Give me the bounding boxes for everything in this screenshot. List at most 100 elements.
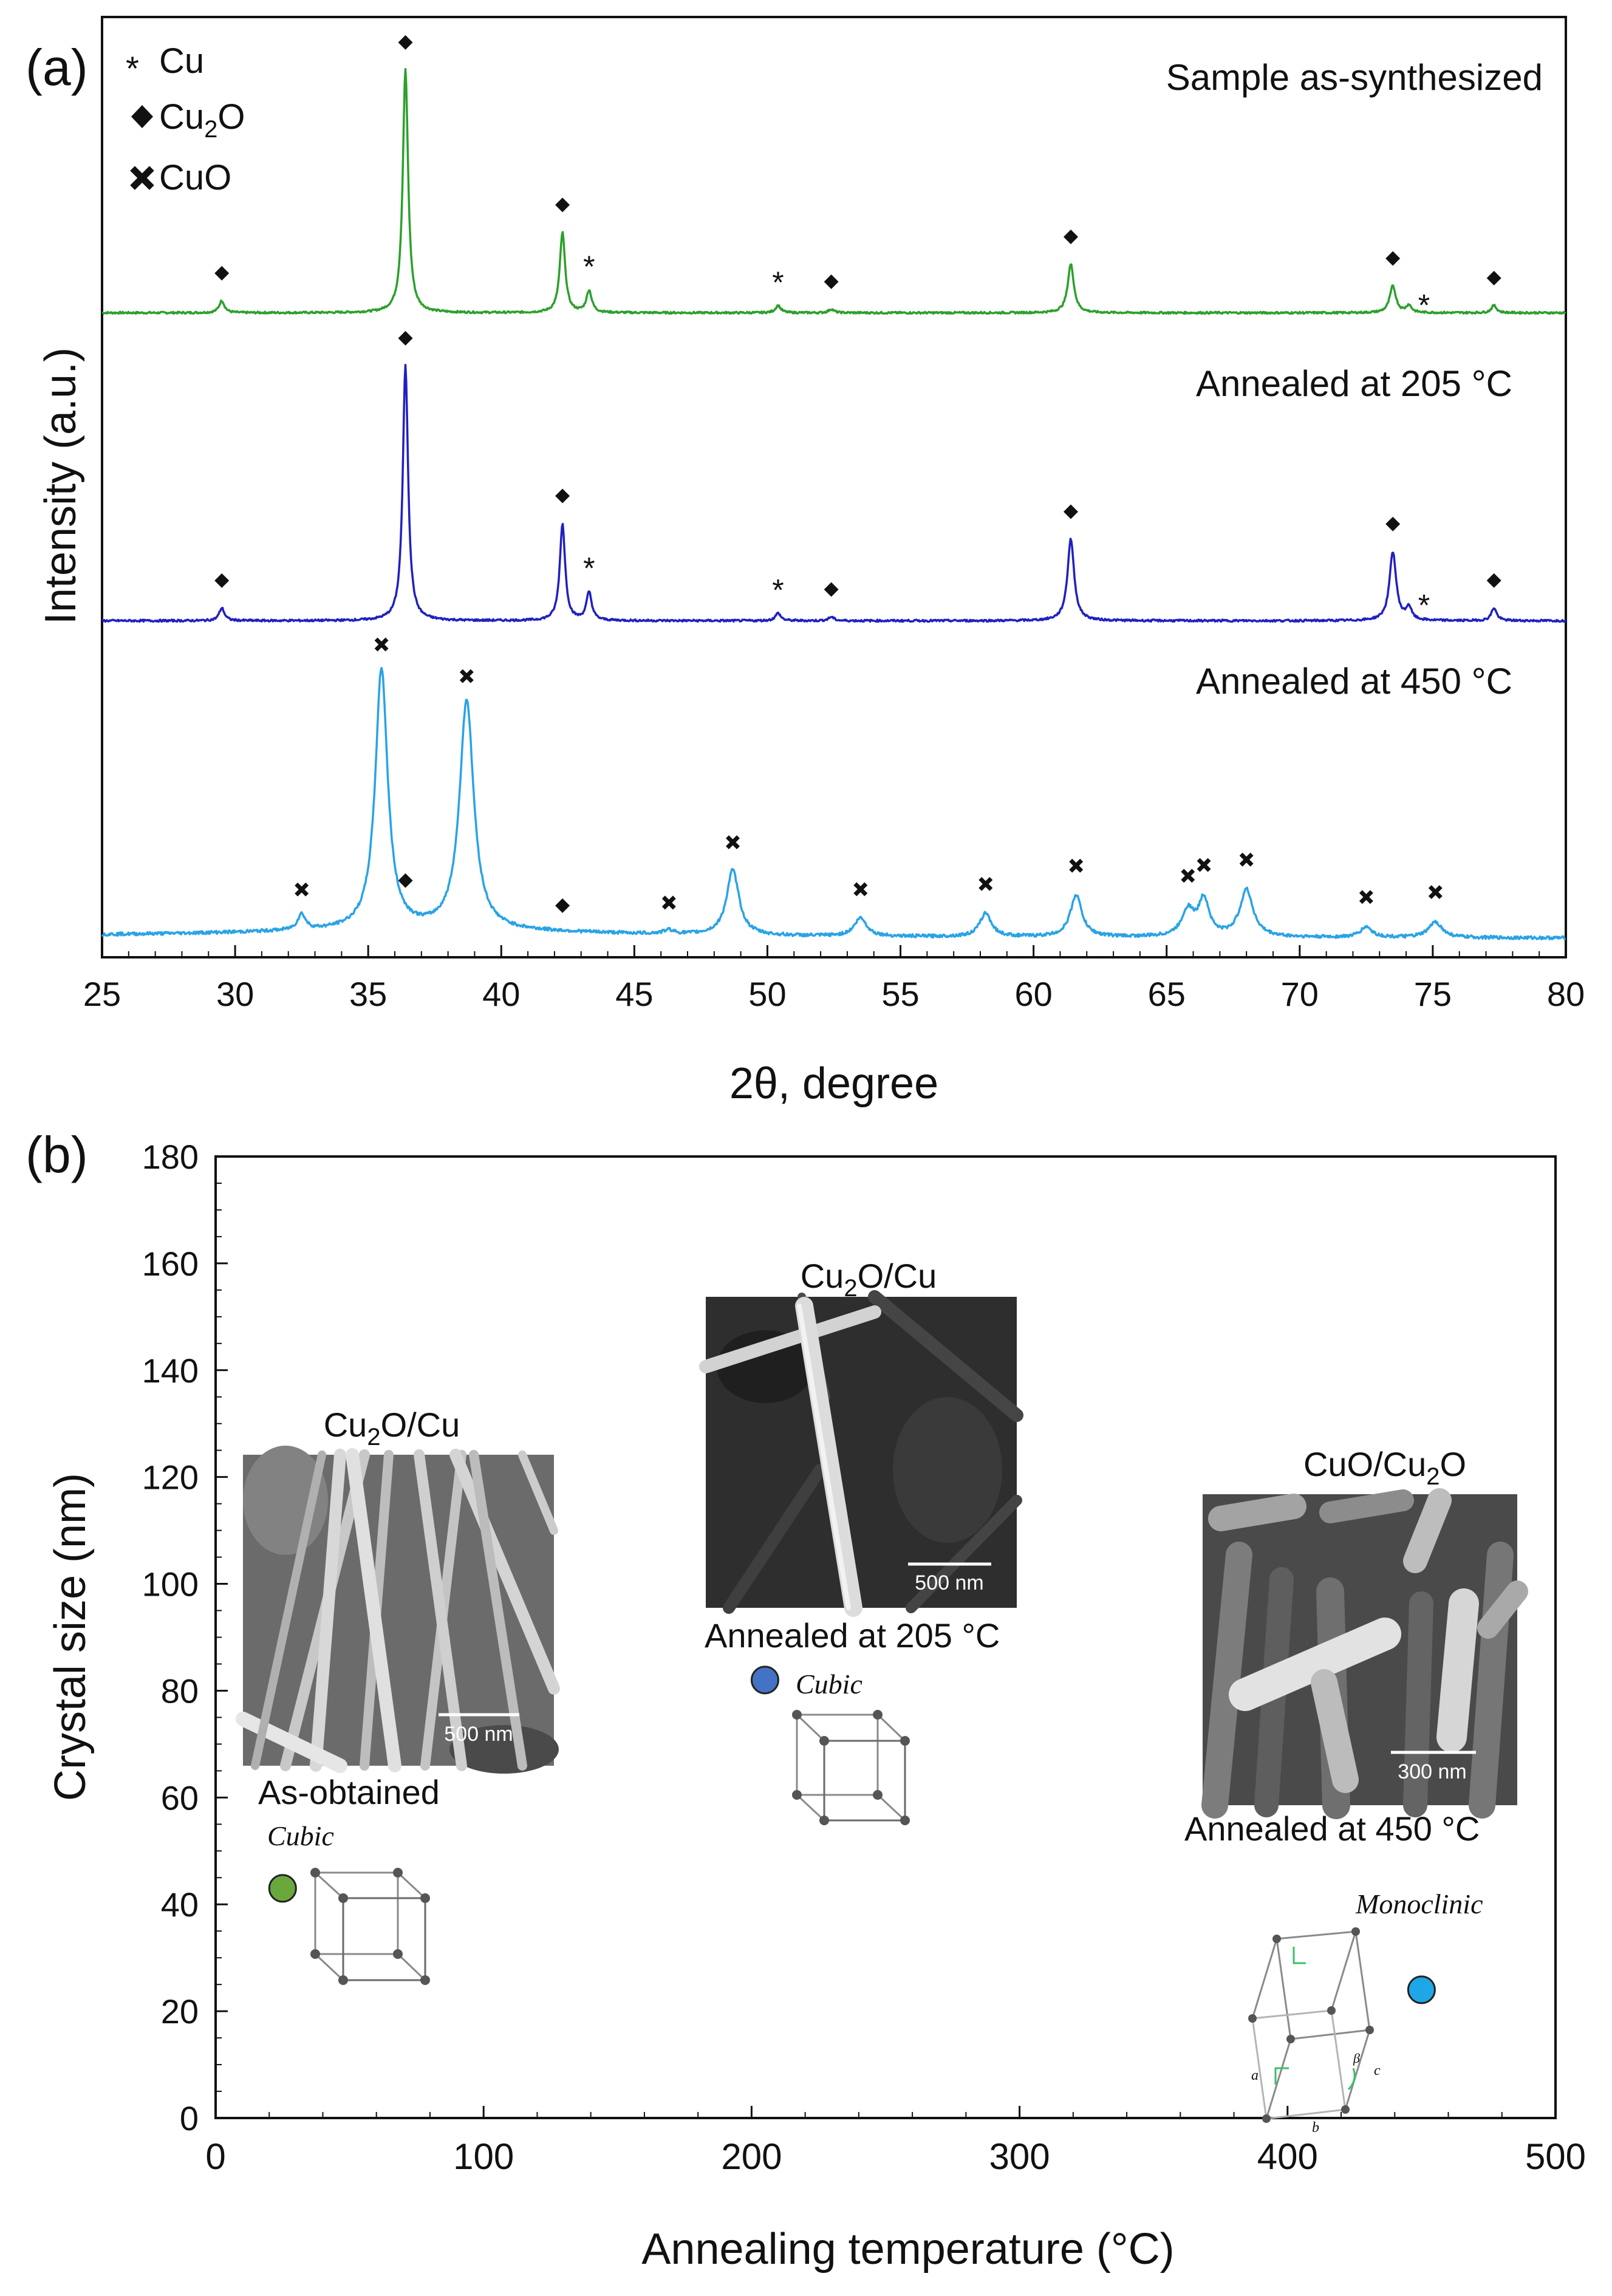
panel-b-y-tick-label: 120	[142, 1458, 199, 1497]
panel-a-legend: * Cu Cu2O CuO	[126, 41, 245, 197]
series-label-as-synthesized: Sample as-synthesized	[1166, 57, 1543, 98]
sem-image-as-obtained: Cu2O/Cu 500 nm As-obtained	[236, 1406, 560, 1811]
legend-x-icon	[130, 166, 154, 190]
cube-2-edges	[796, 1713, 906, 1822]
panel-b-x-tick-label: 200	[721, 2136, 782, 2177]
marker-cu: *	[583, 551, 595, 585]
panel-b-x-tick-label: 500	[1525, 2136, 1586, 2177]
cube-1-atoms	[310, 1868, 430, 1985]
panel-b-x-tick-label: 300	[989, 2136, 1050, 2177]
sem-3-phase-label: CuO/Cu2O	[1303, 1445, 1466, 1490]
marker-cu2o	[555, 488, 570, 504]
marker-cuo	[459, 669, 474, 683]
monoclinic-axis-c: c	[1374, 2063, 1381, 2079]
marker-cu: *	[1418, 289, 1430, 323]
panel-a-x-tick-label: 40	[482, 975, 520, 1013]
marker-cuo	[1428, 885, 1443, 900]
xrd-trace-1	[101, 67, 1566, 315]
xrd-trace-3	[101, 666, 1566, 941]
xrd-traces	[101, 67, 1567, 941]
panel-b-y-tick-label: 160	[142, 1245, 199, 1283]
marker-cuo	[1069, 858, 1084, 873]
panel-b-x-axis-label: Annealing temperature (°C)	[641, 2225, 1174, 2274]
legend-symbol-cu: *	[126, 49, 139, 87]
panel-b-y-ticks: 0 20 40 60 80 100 120 140 160 180	[142, 1138, 228, 2137]
marker-cuo	[1181, 869, 1195, 883]
sem-2-nanowires	[699, 1290, 1023, 1617]
marker-cuo	[661, 895, 676, 910]
lattice-cubic-as-obtained: Cubic	[267, 1820, 430, 1985]
marker-cu2o	[398, 330, 413, 346]
panel-b-y-axis-label: Crystal size (nm)	[46, 1473, 95, 1801]
marker-cuo	[1359, 890, 1373, 904]
monoclinic-angle-marks	[1274, 1947, 1356, 2091]
marker-cu2o	[1486, 270, 1501, 285]
panel-b-y-tick-label: 60	[161, 1778, 199, 1817]
xrd-trace-2	[101, 363, 1567, 623]
cube-1-edges	[314, 1871, 426, 1981]
panel-b-y-tick-label: 140	[142, 1351, 199, 1390]
marker-cuo	[374, 637, 389, 652]
sem-image-450: CuO/Cu2O 300 nm Annealed at 450 °C	[1184, 1445, 1528, 1848]
panel-a-x-tick-label: 55	[881, 975, 919, 1013]
lattice-3-label: Monoclinic	[1355, 1888, 1483, 1919]
panel-b: (b) 0 20 40 60 80 100 120 140 160 180 0 100 200 300 4…	[26, 1126, 1586, 2274]
sem-2-scale-label: 500 nm	[915, 1571, 983, 1594]
marker-cu2o	[1385, 251, 1401, 266]
marker-cu2o	[398, 873, 413, 888]
sem-3-caption: Annealed at 450 °C	[1184, 1809, 1480, 1848]
marker-cu2o	[555, 197, 570, 213]
marker-cu2o	[1063, 504, 1078, 519]
panel-b-x-tick-label: 400	[1257, 2136, 1318, 2177]
marker-cu2o	[214, 573, 230, 588]
marker-cu: *	[772, 573, 784, 607]
panel-a-y-axis-label: Intensity (a.u.)	[36, 347, 85, 624]
data-point-2	[750, 1666, 779, 1695]
marker-cu: *	[772, 265, 784, 299]
panel-b-x-tick-label: 100	[453, 2136, 514, 2177]
marker-cu2o	[1385, 516, 1401, 531]
sem-1-scale-label: 500 nm	[444, 1723, 513, 1746]
legend-item-cu2o: Cu2O	[131, 97, 245, 143]
sem-2-phase-label: Cu2O/Cu	[801, 1257, 937, 1302]
phase-markers: * * * * * *	[214, 35, 1501, 914]
panel-a-x-tick-label: 45	[615, 975, 653, 1013]
sem-1-phase-label: Cu2O/Cu	[324, 1406, 460, 1450]
panel-a-x-tick-label: 50	[748, 975, 786, 1013]
panel-a-label: (a)	[26, 39, 88, 96]
series-label-205: Annealed at 205 °C	[1196, 363, 1512, 404]
legend-diamond-icon	[131, 105, 153, 128]
marker-cu2o	[824, 582, 839, 597]
monoclinic-axis-b: b	[1312, 2120, 1319, 2136]
panel-b-x-ticks: 0 100 200 300 400 500	[205, 2106, 1586, 2177]
panel-a-x-tick-label: 65	[1148, 975, 1186, 1013]
marker-cu2o	[1063, 229, 1078, 244]
panel-b-y-tick-label: 100	[142, 1565, 199, 1604]
marker-cuo	[295, 882, 309, 897]
monoclinic-atoms	[1248, 1927, 1374, 2123]
marker-cuo	[1197, 858, 1211, 872]
monoclinic-axis-a: a	[1251, 2068, 1259, 2083]
lattice-monoclinic-450: Monoclinic a b c β	[1248, 1888, 1483, 2136]
lattice-cubic-205: Cubic	[792, 1669, 910, 1825]
panel-b-y-tick-label: 180	[142, 1138, 199, 1176]
marker-cu2o	[398, 35, 413, 50]
panel-a-x-tick-label: 80	[1547, 975, 1585, 1013]
sem-3-nanorods	[1201, 1488, 1528, 1819]
sem-3-scale-label: 300 nm	[1398, 1760, 1466, 1783]
panel-a-x-tick-label: 30	[216, 975, 254, 1013]
marker-cuo	[1239, 852, 1254, 867]
panel-a-x-tick-label: 70	[1281, 975, 1319, 1013]
monoclinic-axis-beta: β	[1353, 2051, 1360, 2066]
marker-cu2o	[1486, 573, 1501, 588]
data-point-1	[268, 1874, 297, 1903]
panel-a-x-ticks: 25 30 35 40 45 50 55 60 65 70 75 80	[83, 945, 1585, 1013]
sem-2-caption: Annealed at 205 °C	[705, 1616, 1000, 1655]
marker-cu: *	[1418, 588, 1430, 622]
panel-b-y-tick-label: 80	[161, 1672, 199, 1710]
panel-b-y-tick-label: 0	[180, 2099, 199, 2137]
legend-item-cuo: CuO	[130, 158, 231, 197]
sem-image-205: Cu2O/Cu 500 nm Annealed at 205 °C	[699, 1257, 1023, 1655]
panel-a-x-tick-label: 25	[83, 975, 121, 1013]
